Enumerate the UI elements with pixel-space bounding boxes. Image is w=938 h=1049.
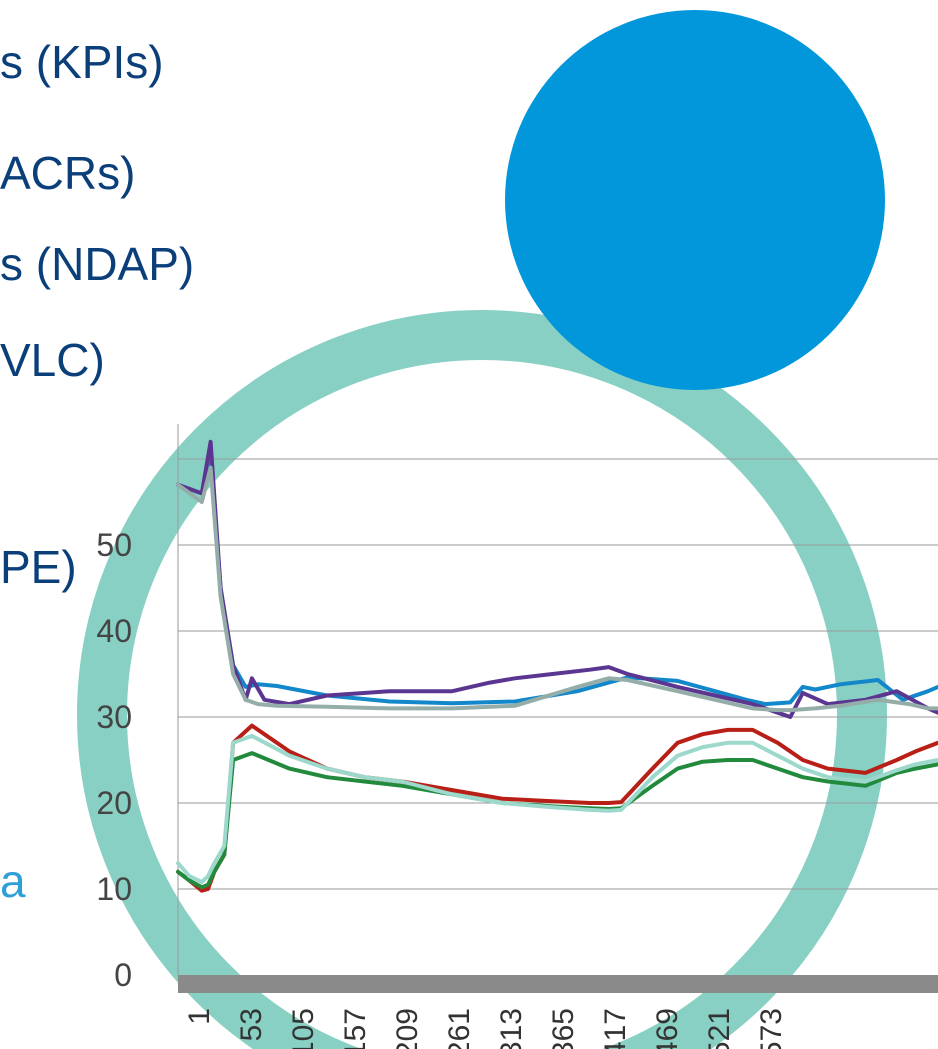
bullet-pe: PE) xyxy=(0,541,77,593)
x-tick-label: 261 xyxy=(443,1008,476,1049)
chart-tick-labels: 0 10 20 30 40 50 1 53 105 157 209 261 313 365 417 469 52… xyxy=(96,527,788,1049)
teal-ring xyxy=(77,310,887,1049)
chart-gridlines xyxy=(178,458,938,890)
blue-disc xyxy=(505,10,885,390)
y-tick-label: 10 xyxy=(96,871,132,907)
bullet-ndap: s (NDAP) xyxy=(0,238,195,290)
y-tick-label: 20 xyxy=(96,785,132,821)
x-tick-label: 1 xyxy=(183,1008,216,1025)
x-tick-label: 209 xyxy=(391,1008,424,1049)
x-tick-label: 469 xyxy=(651,1008,684,1049)
x-tick-label: 365 xyxy=(547,1008,580,1049)
series-line-3 xyxy=(176,465,938,713)
x-axis-band xyxy=(178,975,938,993)
x-tick-label: 417 xyxy=(599,1008,632,1049)
y-tick-label: 40 xyxy=(96,613,132,649)
y-tick-label: 50 xyxy=(96,527,132,563)
y-tick-label: 30 xyxy=(96,699,132,735)
series-line-6 xyxy=(176,733,938,885)
x-tick-label: 53 xyxy=(235,1008,268,1041)
x-tick-label: 313 xyxy=(495,1008,528,1049)
chart-axes xyxy=(177,424,938,993)
x-tick-label: 573 xyxy=(755,1008,788,1049)
y-tick-label: 0 xyxy=(114,957,132,993)
bullet-acrs: ACRs) xyxy=(0,147,136,199)
bullet-fragment: a xyxy=(0,855,26,907)
x-tick-label: 157 xyxy=(339,1008,372,1049)
x-tick-label: 105 xyxy=(287,1008,320,1049)
bullet-vlc: VLC) xyxy=(0,334,105,386)
x-tick-label: 521 xyxy=(703,1008,736,1049)
bullet-kpis: s (KPIs) xyxy=(0,36,164,88)
chart-series xyxy=(176,439,938,893)
